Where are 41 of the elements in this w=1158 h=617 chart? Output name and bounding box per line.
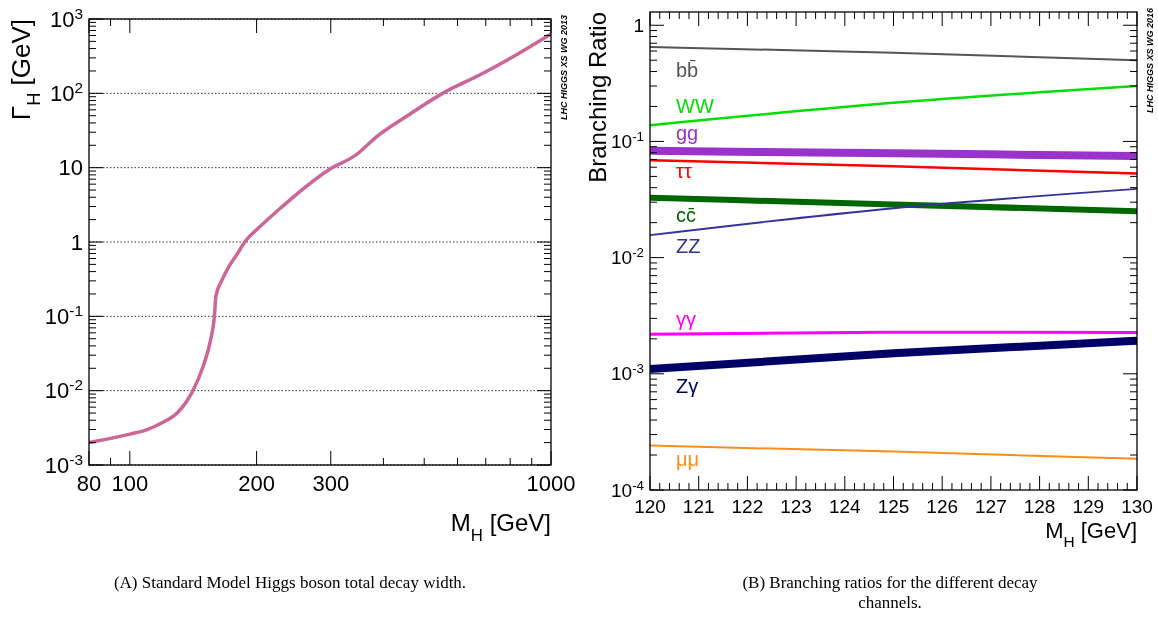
series-label: cc̄	[676, 203, 696, 226]
x-tick-label: 300	[312, 471, 350, 496]
series-label: Zγ	[676, 375, 699, 397]
y-tick-label: 10$^{-2}$	[44, 375, 83, 404]
x-tick-label: 121	[682, 496, 715, 517]
x-tick-label: 1000	[526, 471, 576, 496]
x-tick-label: 123	[780, 496, 812, 517]
x-axis-title: M$_{H}$ [GeV]	[450, 509, 551, 545]
y-tick-label: 10	[58, 155, 83, 181]
x-tick-label: 125	[877, 496, 910, 517]
series-label: ZZ	[676, 235, 701, 258]
y-tick-label: 10$^{-1}$	[611, 128, 644, 153]
x-tick-label: 124	[828, 496, 862, 517]
text: LHC HIGGS XS WG 2013	[559, 15, 569, 121]
x-tick-label: 129	[1072, 496, 1105, 517]
x-axis-title: M$_{H}$ [GeV]	[1045, 518, 1137, 550]
text: (B) Branching ratios for the different decay channels.	[742, 573, 1039, 612]
x-tick-label: 80	[76, 471, 102, 496]
y-tick-label: 10$^{2}$	[49, 78, 83, 107]
series-label: γγ	[676, 308, 696, 331]
series-label: μμ	[676, 447, 700, 470]
series-label: WW	[676, 95, 714, 118]
y-tick-label: 1	[633, 14, 644, 36]
text: (A) Standard Model Higgs boson total decay width.	[113, 573, 467, 592]
text: LHC HIGGS XS WG 2016	[1145, 7, 1155, 114]
series-label: ττ	[676, 160, 692, 183]
x-tick-label: 126	[926, 496, 959, 517]
series-label: bb̄	[676, 58, 699, 81]
y-tick-label: 10$^{-2}$	[611, 244, 644, 269]
y-tick-label: 10$^{-3}$	[611, 360, 644, 385]
x-tick-label: 127	[975, 496, 1007, 517]
y-tick-label: 10$^{-1}$	[44, 301, 83, 330]
x-tick-label: 122	[731, 496, 764, 517]
y-tick-label: 10$^{3}$	[49, 4, 83, 32]
y-axis-title: Branching Ratio	[584, 12, 611, 183]
y-tick-label: 1	[70, 229, 83, 255]
x-tick-label: 200	[238, 471, 275, 496]
x-tick-label: 128	[1023, 496, 1056, 517]
x-tick-label: 130	[1121, 496, 1153, 517]
series-label: gg	[676, 121, 699, 144]
x-tick-label: 100	[111, 471, 149, 496]
